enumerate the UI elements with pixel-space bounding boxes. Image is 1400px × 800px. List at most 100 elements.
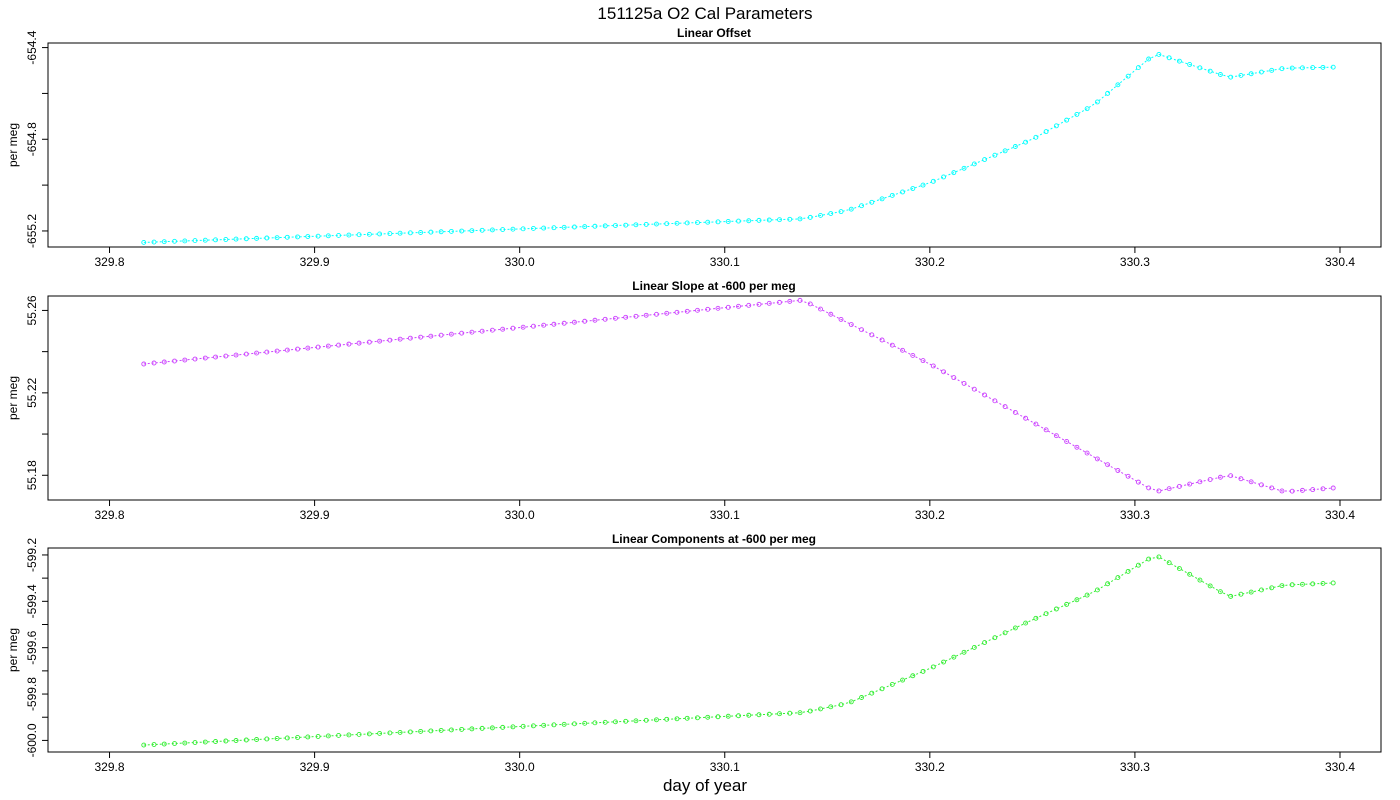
data-point-linear-offset-3 bbox=[172, 238, 177, 244]
data-point-linear-components-65 bbox=[807, 708, 813, 714]
data-point-linear-components-104 bbox=[1207, 583, 1213, 589]
data-point-linear-offset-44 bbox=[592, 223, 598, 229]
data-point-linear-offset-21 bbox=[356, 232, 362, 238]
data-point-linear-slope-32 bbox=[469, 329, 475, 335]
data-point-linear-components-87 bbox=[1033, 615, 1039, 621]
data-point-linear-offset-89 bbox=[1053, 123, 1059, 129]
data-point-linear-slope-12 bbox=[264, 349, 270, 355]
data-point-linear-offset-60 bbox=[756, 217, 762, 223]
data-point-linear-slope-14 bbox=[284, 347, 290, 353]
series-line-linear-slope bbox=[143, 299, 1334, 492]
data-point-linear-components-66 bbox=[818, 706, 823, 712]
data-point-linear-offset-75 bbox=[910, 186, 916, 191]
data-point-linear-offset-53 bbox=[684, 220, 690, 226]
data-point-linear-slope-95 bbox=[1115, 468, 1121, 473]
data-point-linear-offset-112 bbox=[1289, 65, 1295, 71]
y-axis-label-linear-components: per meg bbox=[6, 628, 20, 672]
data-point-linear-offset-29 bbox=[438, 229, 444, 235]
data-point-linear-offset-72 bbox=[879, 196, 885, 202]
data-point-linear-components-39 bbox=[541, 722, 547, 728]
data-point-linear-offset-23 bbox=[377, 231, 383, 237]
data-point-linear-slope-49 bbox=[643, 312, 649, 318]
data-point-linear-components-57 bbox=[725, 713, 731, 719]
data-point-linear-offset-39 bbox=[541, 225, 547, 231]
data-point-linear-components-86 bbox=[1023, 620, 1029, 626]
data-point-linear-offset-27 bbox=[418, 230, 424, 235]
data-point-linear-slope-28 bbox=[428, 333, 434, 339]
data-point-linear-slope-92 bbox=[1084, 450, 1090, 456]
y-tick-label-linear-slope-2: 55.26 bbox=[25, 295, 39, 325]
data-point-linear-components-83 bbox=[992, 635, 998, 641]
x-tick-label-linear-slope-4: 330.2 bbox=[915, 508, 945, 522]
data-point-linear-components-5 bbox=[192, 740, 198, 745]
data-point-linear-slope-59 bbox=[746, 302, 752, 308]
data-point-linear-slope-45 bbox=[602, 316, 608, 322]
data-point-linear-slope-52 bbox=[674, 309, 680, 315]
data-point-linear-offset-57 bbox=[725, 219, 731, 224]
y-tick-label-linear-components-1: -599.8 bbox=[25, 677, 39, 711]
data-point-linear-components-67 bbox=[828, 704, 834, 710]
data-point-linear-slope-85 bbox=[1012, 409, 1018, 415]
data-point-linear-slope-83 bbox=[992, 398, 998, 404]
panel-linear-offset: Linear Offset per meg 329.8 329.9 330.0 330… bbox=[6, 26, 1382, 269]
data-point-linear-offset-55 bbox=[705, 219, 711, 225]
data-point-linear-slope-81 bbox=[971, 386, 977, 392]
data-point-linear-offset-45 bbox=[602, 223, 608, 229]
x-tick-label-linear-components-6: 330.4 bbox=[1325, 760, 1355, 774]
data-point-linear-offset-71 bbox=[869, 199, 875, 205]
data-point-linear-components-95 bbox=[1115, 575, 1121, 581]
data-point-linear-components-29 bbox=[438, 727, 444, 733]
data-point-linear-components-40 bbox=[551, 722, 557, 728]
data-point-linear-slope-100 bbox=[1166, 486, 1172, 492]
data-point-linear-components-105 bbox=[1217, 589, 1223, 595]
data-point-linear-slope-13 bbox=[274, 348, 280, 354]
data-point-linear-offset-73 bbox=[889, 192, 895, 198]
data-point-linear-offset-95 bbox=[1115, 82, 1121, 88]
data-point-linear-offset-66 bbox=[818, 212, 823, 218]
data-point-linear-slope-101 bbox=[1176, 483, 1182, 489]
data-point-linear-offset-101 bbox=[1176, 58, 1182, 64]
data-point-linear-offset-108 bbox=[1248, 71, 1254, 77]
data-point-linear-offset-93 bbox=[1094, 99, 1100, 105]
data-point-linear-components-22 bbox=[366, 731, 372, 737]
data-point-linear-slope-38 bbox=[530, 323, 536, 329]
data-point-linear-slope-6 bbox=[202, 355, 208, 361]
data-point-linear-offset-15 bbox=[295, 234, 301, 240]
data-point-linear-slope-106 bbox=[1228, 473, 1234, 479]
panel-linear-components: Linear Components at -600 per meg per me… bbox=[6, 532, 1382, 774]
data-point-linear-slope-77 bbox=[930, 363, 936, 369]
data-point-linear-components-90 bbox=[1064, 601, 1070, 607]
data-point-linear-slope-103 bbox=[1197, 479, 1203, 485]
data-point-linear-components-81 bbox=[971, 644, 977, 650]
data-point-linear-components-36 bbox=[510, 724, 516, 730]
x-tick-label-linear-offset-0: 329.8 bbox=[95, 255, 125, 269]
data-point-linear-slope-90 bbox=[1064, 439, 1070, 444]
data-point-linear-slope-64 bbox=[797, 297, 803, 303]
data-point-linear-components-46 bbox=[613, 719, 618, 725]
data-point-linear-components-49 bbox=[643, 717, 649, 723]
data-point-linear-offset-59 bbox=[746, 218, 752, 224]
data-point-linear-components-26 bbox=[407, 729, 413, 735]
data-point-linear-components-9 bbox=[233, 738, 239, 743]
data-point-linear-components-106 bbox=[1228, 593, 1234, 599]
y-tick-label-linear-components-3: -599.4 bbox=[25, 584, 39, 618]
data-point-linear-components-2 bbox=[161, 741, 167, 747]
data-point-linear-offset-40 bbox=[551, 225, 557, 231]
data-point-linear-components-92 bbox=[1084, 592, 1090, 598]
data-point-linear-offset-68 bbox=[838, 209, 844, 215]
data-point-linear-components-91 bbox=[1074, 597, 1080, 603]
data-point-linear-offset-47 bbox=[623, 222, 629, 228]
data-point-linear-slope-48 bbox=[633, 313, 639, 319]
data-point-linear-components-12 bbox=[264, 736, 270, 742]
data-point-linear-slope-96 bbox=[1125, 473, 1131, 479]
data-point-linear-slope-98 bbox=[1146, 485, 1152, 491]
data-point-linear-offset-18 bbox=[325, 233, 331, 239]
data-point-linear-slope-84 bbox=[1002, 404, 1008, 410]
data-point-linear-slope-107 bbox=[1238, 476, 1244, 482]
data-point-linear-offset-26 bbox=[407, 230, 413, 236]
data-point-linear-slope-8 bbox=[223, 353, 229, 359]
data-point-linear-offset-62 bbox=[777, 217, 782, 223]
data-point-linear-offset-41 bbox=[561, 224, 567, 230]
series-linear-slope bbox=[141, 297, 1336, 494]
